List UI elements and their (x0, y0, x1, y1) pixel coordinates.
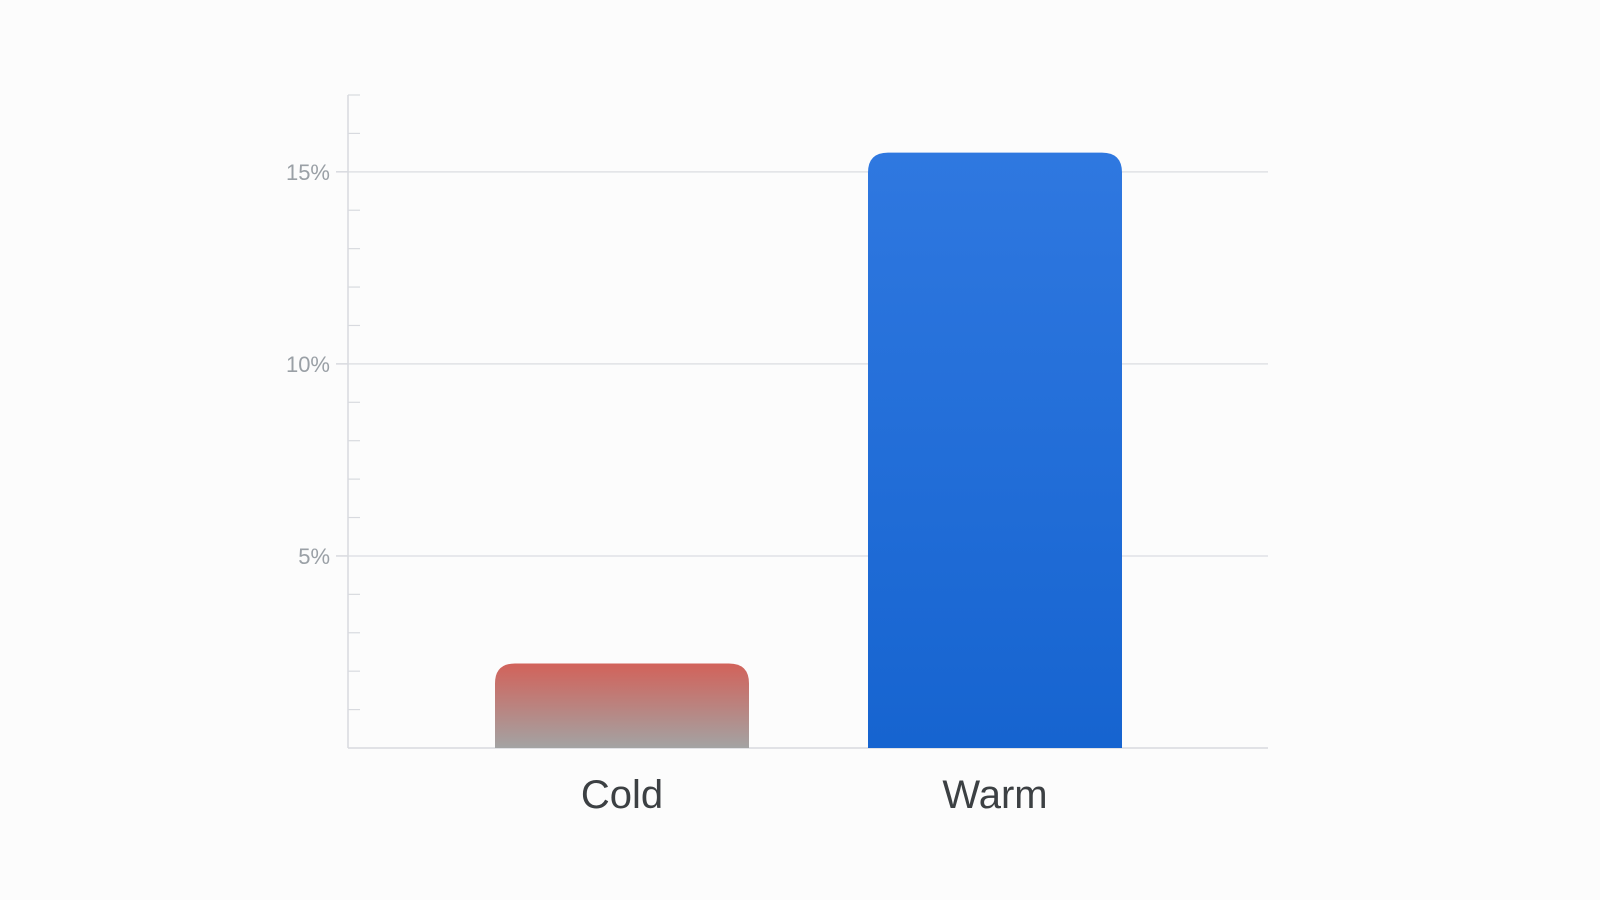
bars (495, 152, 1122, 748)
bar-cold (495, 663, 749, 748)
y-tick-label: 10% (286, 352, 330, 377)
y-axis (336, 94, 1268, 749)
grid-lines (348, 171, 1268, 557)
x-label-warm: Warm (942, 773, 1047, 817)
x-label-cold: Cold (581, 773, 663, 817)
y-tick-label: 15% (286, 160, 330, 185)
y-tick-label: 5% (298, 544, 330, 569)
labels: 5% 10% 15% Cold Warm (286, 160, 1048, 817)
bar-warm (868, 152, 1122, 748)
